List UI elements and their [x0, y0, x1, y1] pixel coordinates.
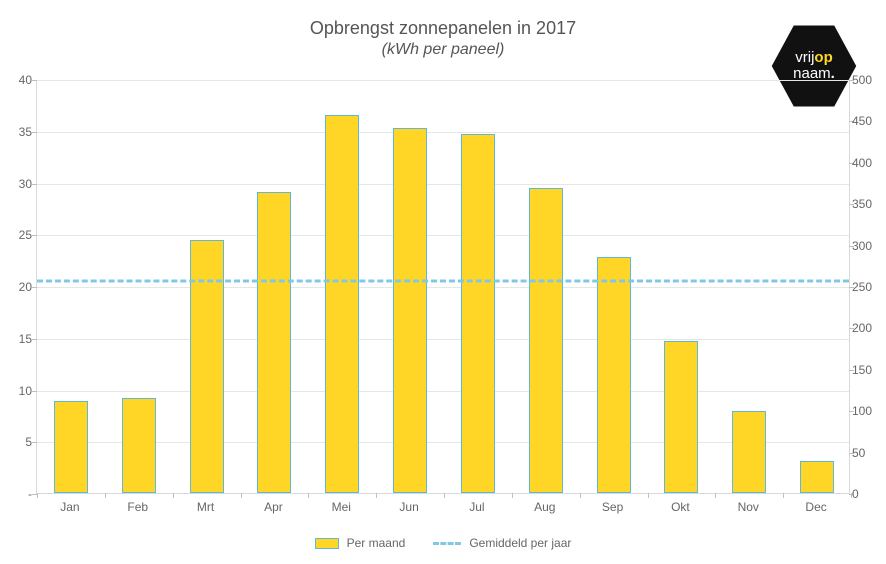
x-tick [376, 493, 377, 498]
gridline [37, 235, 849, 236]
x-tick [580, 493, 581, 498]
bar [732, 411, 766, 493]
x-category-label: Aug [534, 500, 555, 514]
title-block: Opbrengst zonnepanelen in 2017 (kWh per … [0, 18, 886, 59]
y-left-label: - [10, 487, 32, 501]
y-left-tick [32, 339, 37, 340]
avg-reference-line [37, 280, 849, 283]
y-right-label: 500 [852, 73, 880, 87]
y-left-tick [32, 184, 37, 185]
gridline [37, 80, 849, 81]
bar [800, 461, 834, 493]
y-right-label: 450 [852, 114, 880, 128]
y-right-label: 50 [852, 446, 880, 460]
bar [461, 134, 495, 493]
y-right-label: 150 [852, 363, 880, 377]
x-tick [173, 493, 174, 498]
legend-item-bar: Per maand [315, 536, 406, 550]
x-category-label: Nov [738, 500, 759, 514]
y-right-label: 0 [852, 487, 880, 501]
x-category-label: Sep [602, 500, 623, 514]
y-left-label: 20 [10, 280, 32, 294]
bar [325, 115, 359, 493]
x-tick [308, 493, 309, 498]
gridline [37, 339, 849, 340]
y-left-tick [32, 442, 37, 443]
x-category-label: Apr [264, 500, 283, 514]
bar [122, 398, 156, 493]
x-category-label: Feb [127, 500, 148, 514]
bar [393, 128, 427, 493]
y-left-tick [32, 391, 37, 392]
legend-swatch-dash [433, 542, 461, 545]
y-left-label: 35 [10, 125, 32, 139]
bar [257, 192, 291, 493]
y-left-tick [32, 235, 37, 236]
x-tick [105, 493, 106, 498]
x-category-label: Mrt [197, 500, 214, 514]
y-right-label: 400 [852, 156, 880, 170]
chart-container: Opbrengst zonnepanelen in 2017 (kWh per … [0, 0, 886, 564]
legend-item-avg: Gemiddeld per jaar [433, 536, 571, 550]
y-left-tick [32, 287, 37, 288]
y-left-label: 40 [10, 73, 32, 87]
x-category-label: Jan [60, 500, 79, 514]
y-right-label: 300 [852, 239, 880, 253]
y-left-label: 5 [10, 435, 32, 449]
x-tick [715, 493, 716, 498]
y-right-label: 250 [852, 280, 880, 294]
legend: Per maand Gemiddeld per jaar [0, 536, 886, 550]
y-left-tick [32, 132, 37, 133]
x-tick [783, 493, 784, 498]
bar [190, 240, 224, 493]
chart-title: Opbrengst zonnepanelen in 2017 [0, 18, 886, 39]
gridline [37, 442, 849, 443]
x-tick [241, 493, 242, 498]
logo-line1-vrij: vrij [795, 50, 814, 66]
y-left-tick [32, 80, 37, 81]
legend-swatch-bar [315, 538, 339, 549]
gridline [37, 287, 849, 288]
legend-label-avg: Gemiddeld per jaar [469, 536, 571, 550]
bar [597, 257, 631, 493]
x-tick [37, 493, 38, 498]
logo-line1-op: op [814, 50, 832, 66]
bar [54, 401, 88, 493]
gridline [37, 391, 849, 392]
gridline [37, 184, 849, 185]
x-category-label: Dec [805, 500, 826, 514]
y-right-label: 100 [852, 404, 880, 418]
x-tick [648, 493, 649, 498]
y-left-label: 25 [10, 228, 32, 242]
x-category-label: Jul [469, 500, 484, 514]
y-left-label: 10 [10, 384, 32, 398]
x-category-label: Okt [671, 500, 690, 514]
y-right-label: 350 [852, 197, 880, 211]
x-category-label: Jun [399, 500, 418, 514]
y-left-label: 15 [10, 332, 32, 346]
x-tick [444, 493, 445, 498]
x-tick [512, 493, 513, 498]
chart-subtitle: (kWh per paneel) [0, 41, 886, 59]
x-category-label: Mei [332, 500, 351, 514]
legend-label-bar: Per maand [347, 536, 406, 550]
bar [664, 341, 698, 493]
plot-area [36, 80, 850, 494]
gridline [37, 132, 849, 133]
bar [529, 188, 563, 493]
y-right-label: 200 [852, 321, 880, 335]
y-left-label: 30 [10, 177, 32, 191]
